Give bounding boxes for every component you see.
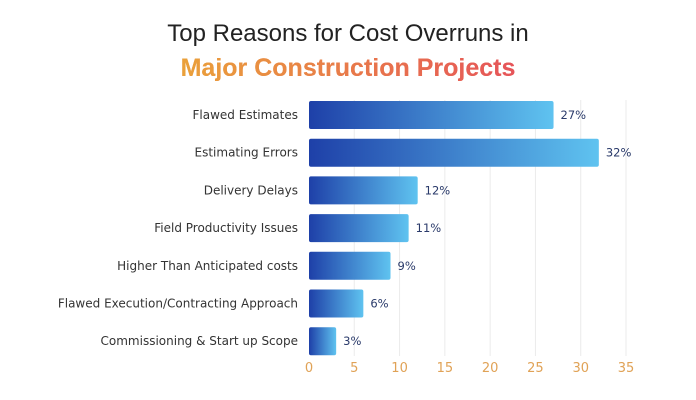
bar	[309, 327, 337, 356]
bar	[309, 138, 599, 167]
bar	[309, 214, 409, 243]
category-label: Field Productivity Issues	[154, 221, 298, 235]
x-tick-label: 10	[391, 361, 408, 376]
data-label: 3%	[343, 334, 361, 348]
x-tick-label: 0	[305, 361, 313, 376]
x-tick-label: 35	[618, 361, 635, 376]
bar	[309, 101, 554, 129]
data-label: 27%	[561, 108, 587, 122]
bar	[309, 251, 391, 280]
bar	[309, 176, 418, 205]
x-tick-label: 30	[572, 361, 589, 376]
x-tick-label: 25	[527, 361, 544, 376]
bar	[309, 289, 364, 318]
data-label: 12%	[425, 183, 451, 197]
data-label: 6%	[370, 297, 388, 311]
data-label: 9%	[398, 259, 416, 273]
category-label: Delivery Delays	[204, 183, 298, 197]
x-tick-label: 20	[482, 361, 499, 376]
chart-subtitle: Major Construction Projects	[180, 54, 516, 82]
data-label: 32%	[606, 146, 632, 160]
category-label: Estimating Errors	[195, 146, 299, 160]
data-label: 11%	[416, 221, 442, 235]
category-label: Commissioning & Start up Scope	[101, 334, 298, 348]
category-label: Flawed Estimates	[193, 108, 298, 122]
chart-title: Top Reasons for Cost Overruns in	[167, 20, 529, 47]
x-tick-label: 15	[437, 361, 454, 376]
x-tick-label: 5	[350, 361, 358, 376]
category-label: Higher Than Anticipated costs	[117, 259, 298, 273]
category-label: Flawed Execution/Contracting Approach	[58, 297, 298, 311]
